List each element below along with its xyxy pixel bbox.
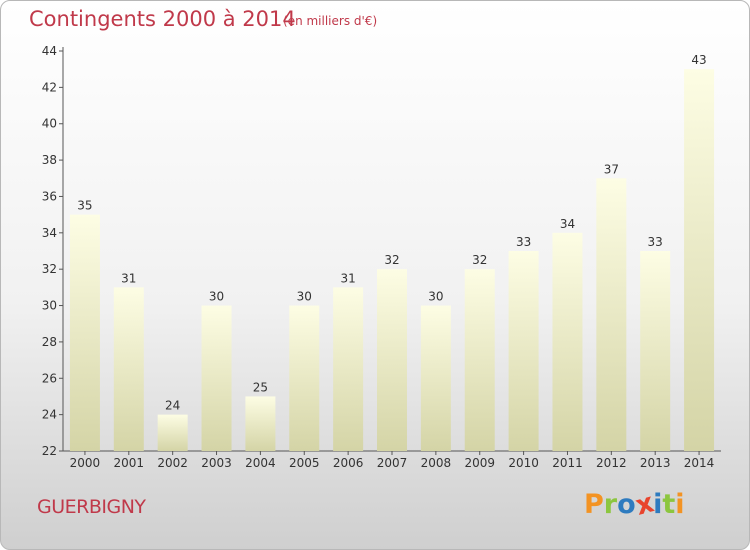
bar (377, 269, 407, 451)
x-tick-label: 2005 (289, 456, 320, 470)
data-label: 30 (428, 290, 443, 304)
x-tick-label: 2002 (157, 456, 188, 470)
bar (464, 269, 495, 451)
bar (333, 287, 364, 451)
y-tick-label: 42 (42, 80, 57, 94)
bars (69, 69, 715, 452)
y-tick-label: 24 (42, 408, 57, 422)
bar (552, 232, 583, 451)
proxiti-logo[interactable]: Proxiti (584, 487, 685, 521)
x-tick-label: 2008 (421, 456, 452, 470)
data-label: 30 (297, 290, 312, 304)
data-label: 32 (472, 253, 487, 267)
logo-letter: o (617, 489, 636, 520)
labels: 35 2000 31 2001 24 2002 30 2003 25 2004 30 2005 31 20… (70, 53, 715, 470)
data-label: 33 (516, 235, 531, 249)
y-tick-label: 34 (42, 226, 57, 240)
x-tick-label: 2003 (201, 456, 232, 470)
chart-subtitle: (en milliers d'€) (283, 14, 378, 28)
bar (508, 251, 539, 451)
x-tick-label: 2010 (508, 456, 539, 470)
y-tick-label: 32 (42, 262, 57, 276)
logo-letter: t (662, 489, 676, 520)
data-label: 35 (77, 199, 92, 213)
chart-title: Contingents 2000 à 2014 (29, 7, 296, 31)
x-tick-label: 2006 (333, 456, 364, 470)
bar (201, 305, 232, 451)
x-tick-label: 2000 (70, 456, 101, 470)
logo-letter: P (584, 489, 604, 520)
bar (245, 396, 276, 451)
data-label: 31 (121, 271, 136, 285)
y-tick-label: 22 (42, 444, 57, 458)
data-label: 34 (560, 217, 575, 231)
logo-letter: i (675, 489, 685, 520)
x-tick-label: 2011 (552, 456, 583, 470)
data-label: 33 (648, 235, 663, 249)
x-tick-label: 2013 (640, 456, 671, 470)
commune-name: GUERBIGNY (37, 496, 146, 518)
y-tick-label: 28 (42, 335, 57, 349)
bar (157, 414, 188, 451)
y-tick-label: 26 (42, 371, 57, 385)
x-tick-label: 2012 (596, 456, 627, 470)
x-tick-label: 2014 (684, 456, 715, 470)
data-label: 32 (384, 253, 399, 267)
bar (289, 305, 320, 451)
y-tick-label: 38 (42, 153, 57, 167)
data-label: 30 (209, 290, 224, 304)
axes: 22 24 26 28 30 32 34 36 38 40 42 44 (42, 44, 721, 458)
bar (684, 69, 715, 451)
x-tick-label: 2004 (245, 456, 276, 470)
bar (113, 287, 144, 451)
bar (640, 251, 671, 451)
data-label: 37 (604, 162, 619, 176)
x-tick-label: 2007 (377, 456, 408, 470)
x-tick-label: 2001 (114, 456, 145, 470)
y-tick-label: 30 (42, 299, 57, 313)
bar (596, 178, 627, 452)
y-tick-label: 40 (42, 117, 57, 131)
bar (420, 305, 451, 451)
data-label: 43 (691, 53, 706, 67)
y-tick-label: 36 (42, 189, 57, 203)
y-tick-label: 44 (42, 44, 57, 58)
x-tick-label: 2009 (464, 456, 495, 470)
data-label: 25 (253, 380, 268, 394)
logo-letter: i (653, 489, 663, 520)
data-label: 24 (165, 399, 180, 413)
data-label: 31 (340, 271, 355, 285)
logo-letter: r (603, 489, 618, 520)
bar (69, 214, 100, 451)
